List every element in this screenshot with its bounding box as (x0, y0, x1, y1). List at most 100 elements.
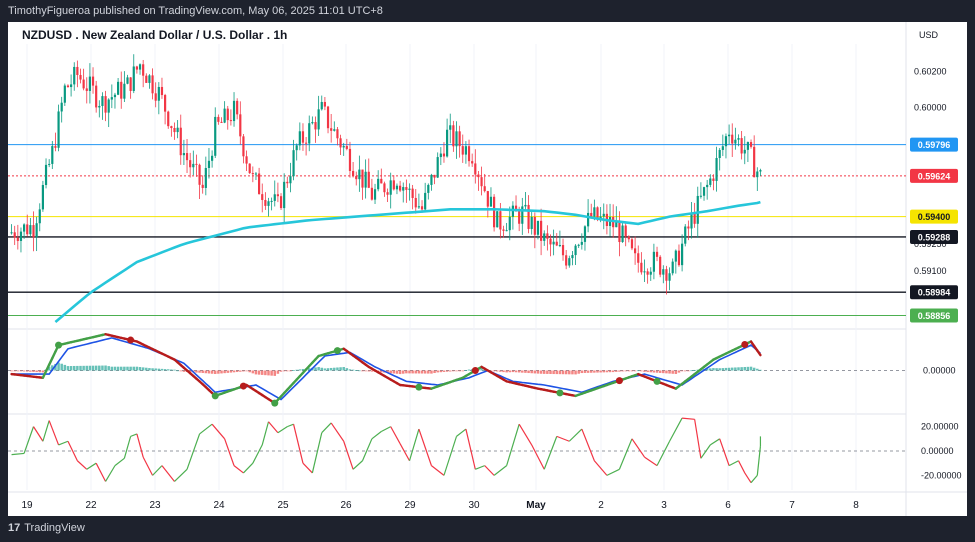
oscillator-segment (694, 419, 702, 459)
price-level-label: 0.59400 (918, 212, 951, 222)
candle-body (198, 164, 201, 185)
oscillator-segment (95, 462, 107, 482)
candle-body (543, 233, 546, 241)
oscillator-segment (484, 465, 495, 476)
histogram-bar (279, 370, 283, 372)
histogram-bar (76, 365, 79, 371)
histogram-bar (270, 370, 273, 376)
candle-body (289, 176, 292, 184)
histogram-bar (759, 369, 762, 371)
histogram-bar (624, 370, 627, 372)
histogram-bar (135, 366, 139, 371)
candle-body (66, 85, 70, 88)
oscillator-segment (302, 462, 313, 474)
histogram-bar (398, 370, 402, 375)
histogram-bar (85, 365, 89, 371)
oscillator-segment (669, 417, 683, 442)
histogram-bar (652, 370, 656, 373)
candle-body (555, 241, 558, 246)
candle-body (728, 134, 731, 137)
histogram-bar (574, 370, 577, 375)
histogram-bar (38, 370, 42, 373)
histogram-bar (677, 370, 681, 373)
oscillator-segment (700, 444, 711, 459)
candle-body (358, 169, 361, 180)
chart-svg[interactable]: 0.00000 20.00000 0.00000 -20.00000 0.60200… (8, 22, 967, 516)
candle-body (684, 226, 687, 244)
candle-body (690, 213, 693, 229)
oscillator-segment (644, 456, 658, 467)
moving-average-line (54, 200, 761, 323)
price-axis[interactable]: 0.602000.600000.592500.591000.597960.596… (910, 66, 958, 323)
histogram-bar (521, 370, 524, 373)
candle-body (292, 150, 295, 177)
oscillator-segment (352, 460, 363, 470)
histogram-bar (458, 370, 461, 372)
tradingview-logo-icon: 17 (8, 522, 21, 534)
histogram-bar (51, 365, 54, 371)
histogram-bar (179, 370, 183, 372)
candle-body (57, 111, 60, 148)
tradingview-logo[interactable]: 17 TradingView (8, 522, 85, 534)
histogram-bar (370, 370, 374, 372)
candle-body (377, 178, 380, 190)
candle-body (583, 226, 587, 242)
oscillator-segment (130, 433, 138, 437)
fast-line-segment (756, 349, 762, 357)
candle-body (123, 83, 126, 99)
candle-body (677, 250, 681, 266)
oscillator-segment (543, 436, 558, 470)
histogram-bar (683, 370, 687, 372)
candle-body (342, 146, 345, 148)
candle-body (634, 248, 637, 254)
candle-body (424, 192, 427, 210)
candle-body (239, 114, 242, 137)
price-level-label: 0.58984 (918, 288, 951, 298)
histogram-bar (292, 370, 295, 371)
histogram-bar (749, 366, 753, 371)
candle-body (91, 76, 95, 86)
histogram-bar (633, 370, 637, 372)
time-axis[interactable]: 19 22 23 24 25 26 29 30 May 2 3 6 7 8 (21, 500, 859, 511)
histogram-bar (10, 370, 13, 372)
candle-body (51, 146, 54, 164)
cross-marker (556, 389, 564, 397)
histogram-bar (367, 370, 371, 372)
histogram-bar (107, 366, 110, 371)
candle-body (348, 148, 352, 171)
histogram-bar (210, 370, 214, 374)
histogram-bar (408, 370, 411, 374)
chart-area[interactable]: 0.00000 20.00000 0.00000 -20.00000 0.60200… (8, 22, 967, 516)
candle-body (41, 184, 44, 210)
oscillator-1: 0.00000 (8, 333, 956, 407)
histogram-bar (229, 370, 233, 373)
cross-marker (415, 383, 423, 391)
candle-body (759, 170, 762, 172)
oscillator-segment (42, 420, 50, 442)
candle-body (740, 138, 743, 154)
oscillator-segment (161, 465, 175, 482)
candle-body (659, 256, 662, 275)
histogram-bar (580, 370, 584, 374)
candle-body (279, 196, 283, 209)
oscillator-segment (750, 474, 758, 484)
candle-body (712, 178, 715, 181)
histogram-bar (395, 370, 399, 374)
oscillator-segment (321, 422, 332, 434)
histogram-bar (687, 370, 690, 372)
histogram-bar (195, 370, 198, 373)
histogram-bar (730, 367, 734, 371)
histogram-bar (35, 370, 38, 373)
candle-body (618, 220, 621, 243)
histogram-bar (586, 370, 590, 373)
histogram-bar (91, 365, 95, 371)
candle-body (743, 149, 746, 154)
candle-body (417, 206, 420, 208)
histogram-bar (320, 367, 324, 371)
price-tick-label: 0.60000 (914, 103, 947, 113)
tradingview-logo-text: TradingView (24, 522, 85, 534)
candle-body (10, 232, 13, 234)
histogram-bar (448, 370, 452, 372)
candle-body (681, 243, 684, 266)
